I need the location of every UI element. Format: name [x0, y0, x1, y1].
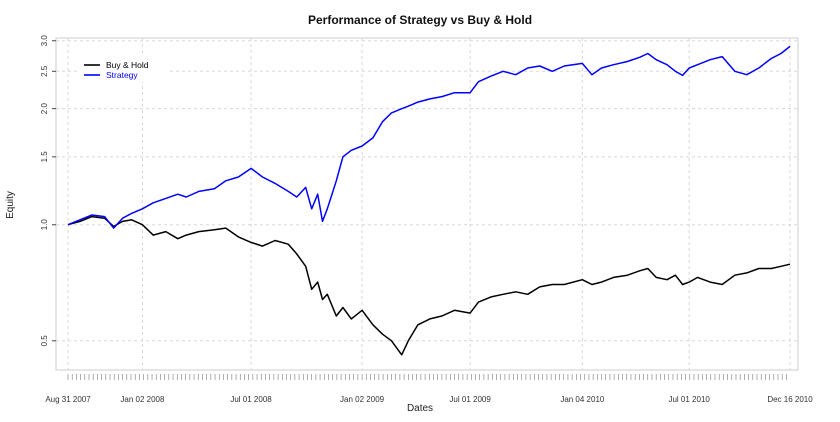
- x-tick-label: Dec 16 2010: [767, 395, 813, 404]
- x-minor-ticks: [67, 374, 787, 380]
- x-tick-label: Jan 02 2009: [340, 395, 385, 404]
- x-tick-label: Aug 31 2007: [45, 395, 91, 404]
- x-axis-label: Dates: [407, 403, 433, 414]
- y-tick-label: 2.5: [40, 65, 49, 77]
- y-tick-label: 1.5: [40, 151, 49, 163]
- x-tick-label: Jul 01 2009: [449, 395, 491, 404]
- x-axis-ticks: Aug 31 2007 Jan 02 2008 Jul 01 2008 Jan 02 …: [45, 395, 813, 404]
- series-lines: [67, 45, 791, 356]
- series-line-strategy: [67, 45, 791, 229]
- chart-title: Performance of Strategy vs Buy & Hold: [308, 13, 532, 27]
- y-axis-ticks: 0.5 1.0 1.5 2.0 2.5 3.0: [40, 35, 56, 347]
- x-tick-label: Jul 01 2010: [668, 395, 710, 404]
- legend-label-strategy: Strategy: [106, 70, 138, 80]
- legend-box: [78, 56, 170, 82]
- legend: Buy & Hold Strategy: [78, 56, 170, 82]
- x-tick-label: Jul 01 2008: [230, 395, 272, 404]
- x-tick-label: Jan 04 2010: [560, 395, 605, 404]
- y-tick-label: 1.0: [40, 219, 49, 231]
- x-tick-label: Jan 02 2008: [120, 395, 165, 404]
- series-line-buy-hold: [67, 215, 791, 356]
- y-tick-label: 0.5: [40, 335, 49, 347]
- y-tick-label: 3.0: [40, 35, 49, 47]
- y-axis-label: Equity: [5, 191, 16, 219]
- legend-label-buy-hold: Buy & Hold: [106, 60, 149, 70]
- plot-border: [55, 37, 799, 371]
- y-tick-label: 2.0: [40, 103, 49, 115]
